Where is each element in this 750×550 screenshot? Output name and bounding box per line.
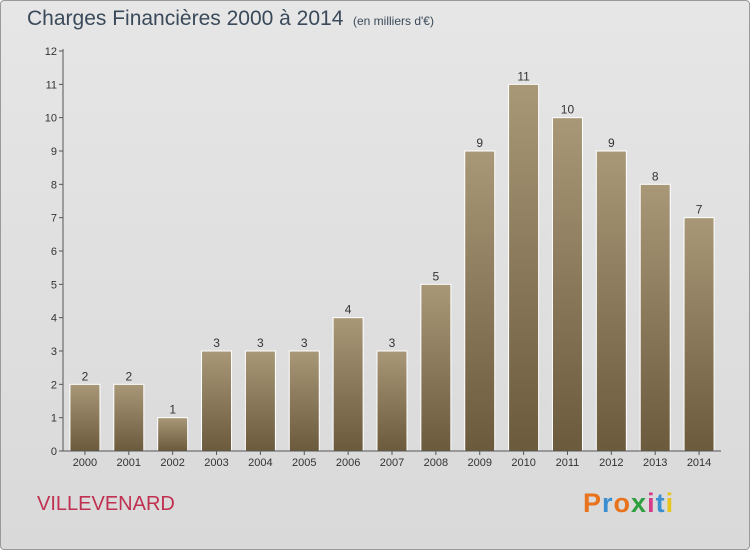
bar-2012 (595, 150, 627, 452)
bar-2005 (288, 350, 320, 452)
x-tick-label-2003: 2003 (204, 457, 228, 469)
bars: 2 2 1 3 3 3 4 3 5 9 11 10 9 8 7 (69, 69, 715, 452)
x-tick-label-2009: 2009 (467, 457, 491, 469)
bar-2007 (376, 350, 408, 452)
data-label-2008: 5 (433, 269, 440, 283)
data-label-2005: 3 (301, 336, 308, 350)
x-tick-label-2006: 2006 (336, 457, 360, 469)
data-label-2002: 1 (169, 403, 176, 417)
x-tick-label-2000: 2000 (73, 457, 97, 469)
chart-subtitle: (en milliers d'€) (353, 14, 434, 28)
x-tick-label-2008: 2008 (424, 457, 448, 469)
x-tick-label-2005: 2005 (292, 457, 316, 469)
bar-2002 (157, 417, 189, 452)
bar-2008 (420, 283, 452, 452)
x-tick-label-2013: 2013 (643, 457, 667, 469)
y-tick-label: 2 (51, 379, 57, 391)
bar-2009 (464, 150, 496, 452)
data-label-2011: 10 (561, 103, 575, 117)
logo-letter: o (613, 488, 632, 518)
data-label-2012: 9 (608, 136, 615, 150)
data-label-2004: 3 (257, 336, 264, 350)
data-label-2000: 2 (82, 369, 89, 383)
logo-letter: t (655, 488, 666, 518)
x-tick-label-2002: 2002 (160, 457, 184, 469)
x-tick-label-2010: 2010 (511, 457, 535, 469)
logo-letter: r (602, 488, 614, 518)
bar-2011 (551, 117, 583, 452)
bar-2010 (508, 83, 540, 452)
commune-name: VILLEVENARD (37, 493, 175, 515)
data-label-2014: 7 (696, 203, 703, 217)
y-tick-label: 1 (51, 413, 57, 425)
y-tick-label: 3 (51, 346, 57, 358)
bar-2001 (113, 383, 145, 452)
x-tick-label-2014: 2014 (687, 457, 711, 469)
logo-letter: P (583, 488, 603, 518)
data-label-2001: 2 (125, 369, 132, 383)
chart-title: Charges Financières 2000 à 2014 (27, 7, 344, 30)
data-label-2009: 9 (476, 136, 483, 150)
bar-2003 (201, 350, 233, 452)
y-tick-label: 12 (45, 46, 57, 58)
data-label-2003: 3 (213, 336, 220, 350)
data-label-2006: 4 (345, 303, 352, 317)
bar-2000 (69, 383, 101, 452)
y-tick-label: 10 (45, 113, 57, 125)
x-tick-label-2001: 2001 (117, 457, 141, 469)
data-label-2010: 11 (517, 69, 530, 83)
y-tick-label: 9 (51, 146, 57, 158)
x-tick-label-2012: 2012 (599, 457, 623, 469)
bar-2006 (332, 317, 364, 452)
data-label-2007: 3 (389, 336, 396, 350)
y-tick-label: 6 (51, 246, 57, 258)
x-tick-label-2007: 2007 (380, 457, 404, 469)
x-tick-label-2011: 2011 (556, 457, 580, 469)
proxiti-logo[interactable]: Proxiti (583, 488, 674, 519)
bar-2004 (244, 350, 276, 452)
x-tick-label-2004: 2004 (248, 457, 272, 469)
logo-letter: i (647, 488, 656, 518)
bar-2013 (639, 183, 671, 452)
data-label-2013: 8 (652, 169, 659, 183)
x-axis: 2000 2001 2002 2003 2004 2005 2006 2007 2008 2009… (63, 450, 721, 469)
y-tick-label: 11 (46, 79, 57, 91)
y-tick-label: 8 (51, 179, 57, 191)
y-tick-label: 5 (51, 279, 57, 291)
y-tick-label: 4 (51, 313, 57, 325)
bar-2014 (683, 217, 715, 452)
logo-letter: x (631, 488, 648, 518)
y-tick-label: 7 (51, 213, 57, 225)
y-tick-label: 0 (51, 446, 57, 458)
logo-letter: i (665, 488, 675, 518)
